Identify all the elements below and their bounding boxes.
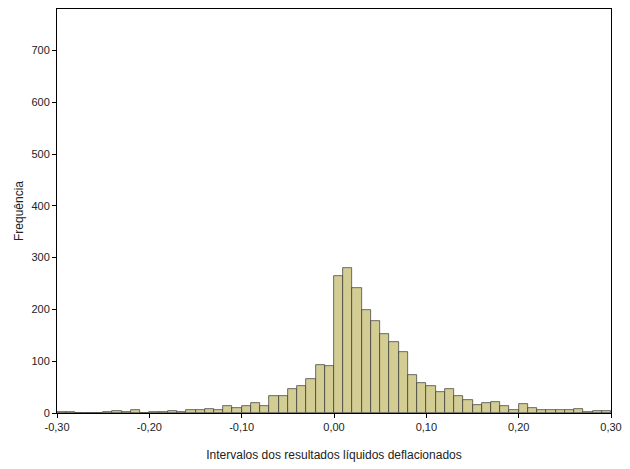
svg-text:Frequência: Frequência xyxy=(12,181,26,241)
svg-text:Intervalos dos resultados líqu: Intervalos dos resultados líquidos defla… xyxy=(206,448,462,462)
svg-text:100: 100 xyxy=(31,355,49,367)
svg-text:0,00: 0,00 xyxy=(323,421,344,433)
svg-text:300: 300 xyxy=(31,251,49,263)
svg-text:0,10: 0,10 xyxy=(416,421,437,433)
svg-text:700: 700 xyxy=(31,44,49,56)
svg-text:200: 200 xyxy=(31,303,49,315)
svg-text:500: 500 xyxy=(31,148,49,160)
svg-text:0,30: 0,30 xyxy=(600,421,621,433)
svg-text:0: 0 xyxy=(44,407,50,419)
svg-text:400: 400 xyxy=(31,200,49,212)
svg-text:0,20: 0,20 xyxy=(508,421,529,433)
svg-text:600: 600 xyxy=(31,96,49,108)
svg-text:-0,20: -0,20 xyxy=(137,421,162,433)
svg-text:-0,30: -0,30 xyxy=(44,421,69,433)
svg-text:-0,10: -0,10 xyxy=(229,421,254,433)
